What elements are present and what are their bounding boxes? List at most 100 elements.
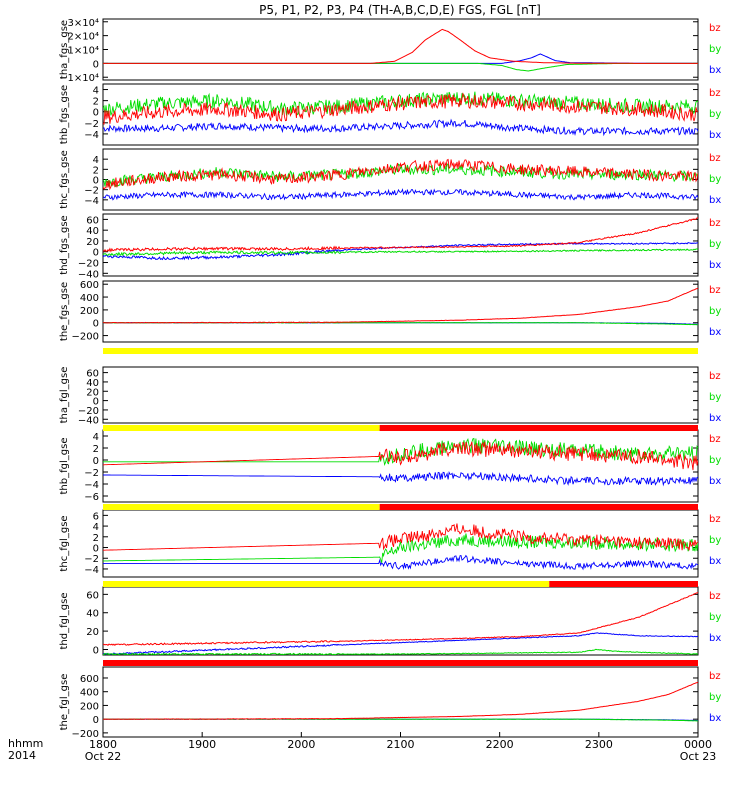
legend-bx: bx <box>709 556 721 567</box>
y-tick-label: 2 <box>93 165 99 176</box>
series-bz <box>103 441 698 471</box>
y-tick-label: 200 <box>80 306 99 317</box>
y-tick-label: 20 <box>86 627 99 638</box>
x-tick-label: 1800 <box>89 738 117 751</box>
plot-title: P5, P1, P2, P3, P4 (TH-A,B,C,D,E) FGS, F… <box>259 3 541 17</box>
y-tick-label: 0 <box>93 248 99 259</box>
y-tick-label: 4 <box>93 432 99 443</box>
y-tick-label: 0 <box>93 544 99 555</box>
time-axis: 1800 1900 2000 2100 2200 2300 0000 Oct 22 Oct 23 <box>85 732 716 763</box>
series-bx <box>103 188 698 201</box>
y-tick-label: −4 <box>84 480 99 491</box>
quality-bar-segment <box>103 504 380 510</box>
y-tick-label: 40 <box>86 226 99 237</box>
y-tick-label: −2 <box>84 468 99 479</box>
legend-by: by <box>709 174 721 185</box>
legend-by: by <box>709 535 721 546</box>
panel-ylabel: thb_fgs_gse <box>59 85 70 144</box>
y-tick-label: −20 <box>78 259 99 270</box>
y-tick-label: −200 <box>72 729 99 740</box>
y-tick-label: 200 <box>80 701 99 712</box>
y-tick-label: −1×10⁴ <box>59 73 99 84</box>
series-by <box>103 437 698 466</box>
y-tick-label: 4 <box>93 86 99 97</box>
series-by <box>103 62 698 72</box>
y-tick-label: 0 <box>93 456 99 467</box>
panel-ylabel: thb_fgl_gse <box>59 438 70 495</box>
y-tick-label: −4 <box>84 130 99 141</box>
panel-frame <box>102 429 699 503</box>
y-tick-label: 4 <box>93 522 99 533</box>
quality-bar-segment <box>379 504 698 510</box>
series-bz <box>103 92 698 126</box>
legend-bx: bx <box>709 713 721 724</box>
legend-bz: bz <box>709 23 721 34</box>
legend-by: by <box>709 692 721 703</box>
y-tick-label: 0 <box>93 715 99 726</box>
panel-ylabel: tha_fgs_gse <box>59 20 70 79</box>
y-tick-label: 2 <box>93 444 99 455</box>
y-tick-label: −40 <box>78 415 99 426</box>
y-tick-label: 1×10⁴ <box>68 46 99 57</box>
series-bz <box>103 681 698 720</box>
x-tick-label: 2100 <box>387 738 415 751</box>
y-tick-label: −2 <box>84 119 99 130</box>
y-tick-label: 4 <box>93 155 99 166</box>
panel-ylabel: thd_fgs_gse <box>59 215 70 274</box>
legend-bz: bz <box>709 371 721 382</box>
y-tick-label: 400 <box>80 688 99 699</box>
series-by <box>103 648 698 655</box>
y-tick-label: 20 <box>86 237 99 248</box>
series-bx <box>103 554 698 571</box>
legend-by: by <box>709 455 721 466</box>
panel-frame <box>102 586 699 656</box>
legend-bx: bx <box>709 476 721 487</box>
y-tick-label: −6 <box>84 492 99 503</box>
panel-frame <box>102 666 699 738</box>
y-tick-label: 2×10⁴ <box>68 32 99 43</box>
y-tick-label: 3×10⁴ <box>68 18 99 29</box>
y-tick-label: 0 <box>93 59 99 70</box>
y-tick-label: 0 <box>93 645 99 656</box>
legend-bx: bx <box>709 327 721 338</box>
panel-ylabel: thc_fgl_gse <box>59 515 70 571</box>
legend-by: by <box>709 109 721 120</box>
quality-bar-segment <box>103 660 698 666</box>
panel-ylabel: the_fgs_gse <box>59 282 70 341</box>
legend-bz: bz <box>709 88 721 99</box>
series-bz <box>103 591 698 647</box>
legend-by: by <box>709 44 721 55</box>
x-tick-label: 1900 <box>188 738 216 751</box>
y-tick-label: 0 <box>93 176 99 187</box>
quality-bar-segment <box>549 581 698 587</box>
time-label-year: 2014 <box>8 749 36 762</box>
series-bz <box>103 158 698 191</box>
quality-bar-segment <box>103 581 550 587</box>
panel-ylabel: tha_fgl_gse <box>59 367 70 424</box>
legend-bx: bx <box>709 260 721 271</box>
y-tick-label: 2 <box>93 533 99 544</box>
x-tick-label: 2200 <box>486 738 514 751</box>
series-bx <box>103 118 698 137</box>
panel-ylabel: the_fgl_gse <box>59 674 70 731</box>
legend-bz: bz <box>709 591 721 602</box>
x-date-label: Oct 22 <box>85 750 122 763</box>
legend-bz: bz <box>709 153 721 164</box>
y-tick-label: 60 <box>86 369 99 380</box>
panel-ylabel: thc_fgs_gse <box>59 150 70 209</box>
y-tick-label: 600 <box>80 674 99 685</box>
y-tick-label: −4 <box>84 565 99 576</box>
legend-bx: bx <box>709 413 721 424</box>
legend-bz: bz <box>709 514 721 525</box>
y-tick-label: 20 <box>86 387 99 398</box>
panel-frame <box>102 18 699 81</box>
y-tick-label: 40 <box>86 378 99 389</box>
series-by <box>103 163 698 188</box>
legend-bz: bz <box>709 218 721 229</box>
quality-bar-segment <box>103 348 698 354</box>
y-tick-label: 60 <box>86 215 99 226</box>
x-tick-label: 2300 <box>585 738 613 751</box>
legend-bx: bx <box>709 130 721 141</box>
